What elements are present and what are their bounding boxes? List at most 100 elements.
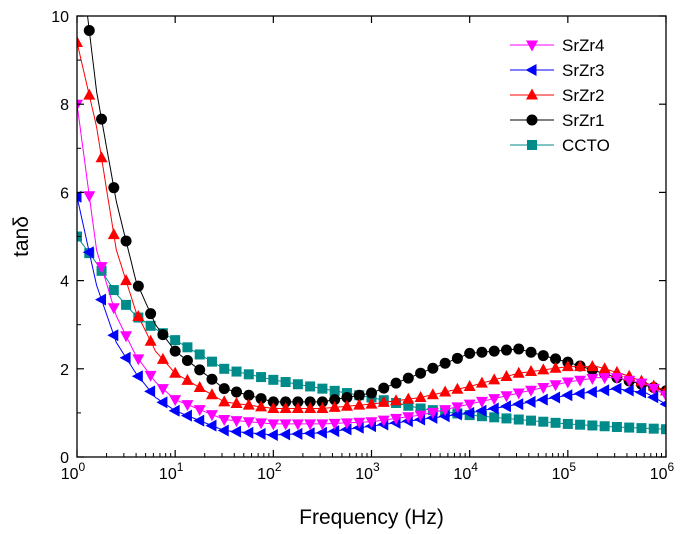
data-point [243,389,255,401]
data-point [231,386,243,398]
data-point [145,320,156,331]
legend-label: CCTO [562,136,610,155]
data-point [451,352,463,364]
data-point [144,385,156,398]
data-point [562,418,573,429]
data-point [169,345,181,357]
data-point [463,379,476,391]
data-point [255,418,268,430]
data-point [587,420,598,431]
data-point [120,274,133,286]
data-point [365,417,378,429]
data-point [242,426,254,439]
data-point [402,412,415,424]
y-tick-label: 6 [60,185,69,202]
data-point [599,421,610,432]
y-tick-label: 8 [60,97,69,114]
data-point [636,423,647,434]
data-point [488,394,501,406]
data-point [316,419,329,431]
data-point [634,386,646,399]
data-point [328,425,340,438]
data-point [549,380,562,392]
data-point [610,382,622,395]
data-point [243,369,254,380]
y-tick-label: 4 [60,274,69,291]
data-point [120,235,132,247]
data-point [230,416,243,428]
legend-marker [526,114,538,126]
data-point [292,379,303,390]
data-point [144,334,157,346]
data-point [463,399,476,411]
data-point [390,377,402,389]
data-point [475,396,488,408]
legend-item: CCTO [510,136,610,155]
data-point [193,414,205,427]
data-point [575,419,586,430]
data-point [489,412,500,423]
data-point [218,383,230,395]
data-point [182,342,193,353]
legend-marker [527,140,537,150]
data-point [267,401,280,413]
data-point [549,391,561,404]
data-point [304,419,317,431]
data-point [561,377,574,389]
data-point [291,419,304,431]
data-point [169,395,182,407]
data-point [304,401,317,413]
data-point [574,375,587,387]
data-point [181,373,194,385]
data-point [353,417,366,429]
data-point [475,376,488,388]
data-point [415,403,426,414]
data-point [77,99,83,111]
data-point [525,346,537,358]
data-point [487,402,499,415]
data-point [206,356,217,367]
y-tick-label: 10 [51,9,69,26]
data-point [217,424,229,437]
data-point [624,422,635,433]
data-point [108,182,120,194]
data-point [475,404,487,417]
data-point [132,354,145,366]
legend-marker [526,88,538,100]
data-point [266,428,278,441]
data-point [513,414,524,425]
data-point [170,335,181,346]
x-tick-label: 103 [355,460,380,483]
data-point [451,382,464,394]
data-point [242,417,255,429]
data-point [157,329,169,341]
data-point [438,410,450,423]
data-point [83,88,96,100]
data-point [536,393,548,406]
data-point [82,246,94,259]
data-point [414,410,427,422]
data-point [328,400,341,412]
data-point [255,400,268,412]
data-point [95,262,108,274]
y-axis-label: tanδ [10,216,33,257]
data-point [598,373,611,385]
data-point [280,396,292,408]
data-point [329,385,340,396]
data-point [121,299,132,310]
data-point [279,401,292,413]
data-point [77,35,83,47]
data-point [107,303,120,315]
data-point [598,384,610,397]
data-point [610,373,623,385]
data-point [525,385,538,397]
data-point [107,329,119,342]
data-point [622,384,634,397]
series-layer [77,16,666,441]
data-point [390,394,403,406]
data-point [513,343,525,355]
data-point [206,373,218,385]
data-point [648,423,659,434]
legend-item: SrZr4 [510,36,605,55]
